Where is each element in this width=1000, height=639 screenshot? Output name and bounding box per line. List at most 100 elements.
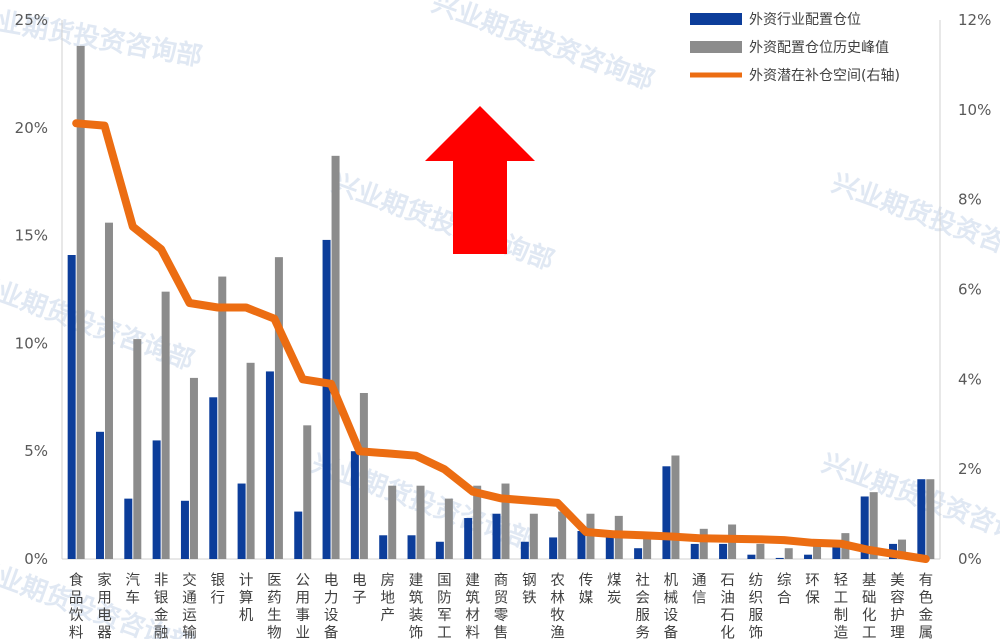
bar-current: [209, 397, 218, 559]
bar-current: [775, 557, 784, 559]
bar-peak: [529, 513, 538, 559]
bar-peak: [898, 539, 907, 559]
bar-peak: [756, 543, 765, 559]
y-right-tick-label: 10%: [958, 101, 991, 119]
legend-swatch-peak: [690, 41, 742, 53]
category-label: 纺织服饰: [749, 572, 764, 639]
bar-peak: [558, 511, 567, 559]
category-label: 环保: [805, 573, 820, 607]
watermark-text: 兴业期货投资咨询部: [828, 167, 1000, 276]
category-label: 计算机: [239, 572, 254, 624]
bar-current: [719, 543, 728, 559]
bar-peak: [104, 222, 113, 559]
bar-peak: [274, 257, 283, 559]
category-label: 通信: [692, 572, 707, 607]
category-label: 汽车: [126, 572, 141, 607]
legend-label: 外资行业配置仓位: [749, 12, 861, 28]
bar-current: [407, 535, 416, 559]
bar-current: [237, 483, 246, 559]
category-label: 钢铁: [522, 572, 537, 607]
y-left-tick-label: 0%: [24, 550, 48, 568]
bar-current: [860, 496, 869, 559]
y-left-tick-label: 25%: [15, 11, 48, 29]
bar-peak: [501, 483, 510, 559]
bar-current: [605, 537, 614, 559]
y-right-tick-label: 12%: [958, 11, 991, 29]
bar-current: [67, 255, 76, 559]
y-right-tick-label: 0%: [958, 550, 982, 568]
bar-current: [95, 431, 104, 559]
bar-current: [265, 371, 274, 559]
y-left-tick-label: 20%: [15, 119, 48, 137]
watermark-text: 兴业期货投资咨询部: [428, 0, 659, 97]
legend-label: 外资潜在补仓空间(右轴): [749, 68, 900, 84]
y-right-tick-label: 2%: [958, 460, 982, 478]
bar-peak: [784, 548, 793, 559]
category-label: 公用事业: [295, 573, 310, 639]
category-labels: 食品饮料家用电器汽车非银金融交通运输银行计算机医药生物公用事业电力设备电子房地产…: [69, 571, 934, 639]
y-right-tick-label: 8%: [958, 191, 982, 209]
bar-peak: [359, 392, 368, 559]
y-left-tick-label: 10%: [15, 334, 48, 352]
bar-current: [180, 500, 189, 559]
y-right-tick-label: 6%: [958, 281, 982, 299]
bar-peak: [813, 546, 822, 559]
bar-peak: [388, 485, 397, 559]
bar-peak: [699, 528, 708, 559]
category-label: 建筑装饰: [409, 572, 424, 639]
category-label: 食品饮料: [69, 572, 84, 639]
y-left-tick-label: 15%: [15, 227, 48, 245]
bar-current: [464, 518, 473, 559]
category-label: 银行: [211, 572, 226, 607]
bar-peak: [473, 485, 482, 559]
category-label: 轻工制造: [834, 572, 849, 639]
bar-peak: [246, 362, 255, 559]
bar-peak: [303, 425, 312, 559]
y-right-tick-label: 4%: [958, 370, 982, 388]
legend-label: 外资配置仓位历史峰值: [749, 40, 889, 56]
category-label: 商贸零售: [494, 572, 509, 639]
bar-peak: [161, 291, 170, 559]
category-label: 电力设备: [324, 572, 339, 639]
bar-current: [747, 554, 756, 559]
bar-current: [152, 440, 161, 559]
bar-peak: [218, 276, 227, 559]
category-label: 国防军工: [437, 573, 452, 639]
bar-current: [350, 451, 359, 559]
category-label: 综合: [777, 572, 792, 607]
bar-peak: [869, 492, 878, 559]
category-label: 机械设备: [664, 572, 679, 639]
category-label: 建筑材料: [465, 572, 480, 639]
bar-current: [322, 239, 331, 560]
bar-current: [804, 554, 813, 559]
bar-current: [124, 498, 133, 559]
bar-current: [917, 479, 926, 559]
legend-swatch-current: [690, 13, 742, 25]
category-label: 煤炭: [607, 572, 622, 607]
axes: 0% 5% 10% 15% 20% 25% 0% 2% 4% 6% 8% 10% 12%: [15, 11, 992, 568]
bar-peak: [331, 155, 340, 559]
bar-peak: [444, 498, 453, 559]
category-label: 有色金属: [919, 572, 934, 639]
category-label: 美容护理: [890, 572, 905, 639]
category-label: 传媒: [579, 572, 594, 607]
line-space: [72, 119, 930, 563]
bar-current: [662, 466, 671, 559]
series-peak-bars: [76, 45, 935, 559]
category-label: 家用电器: [97, 572, 112, 639]
arrow-layer: [425, 106, 535, 254]
y-left-tick-label: 5%: [24, 442, 48, 460]
bar-current: [294, 511, 303, 559]
category-label: 社会服务: [635, 572, 650, 639]
bar-peak: [416, 485, 425, 559]
category-label: 房地产: [380, 572, 395, 624]
series-space-line: [72, 119, 930, 563]
bar-current: [549, 537, 558, 559]
bar-peak: [926, 479, 935, 559]
bar-current: [520, 541, 529, 559]
bar-peak: [76, 45, 85, 559]
bar-peak: [133, 339, 142, 559]
bar-current: [832, 546, 841, 559]
